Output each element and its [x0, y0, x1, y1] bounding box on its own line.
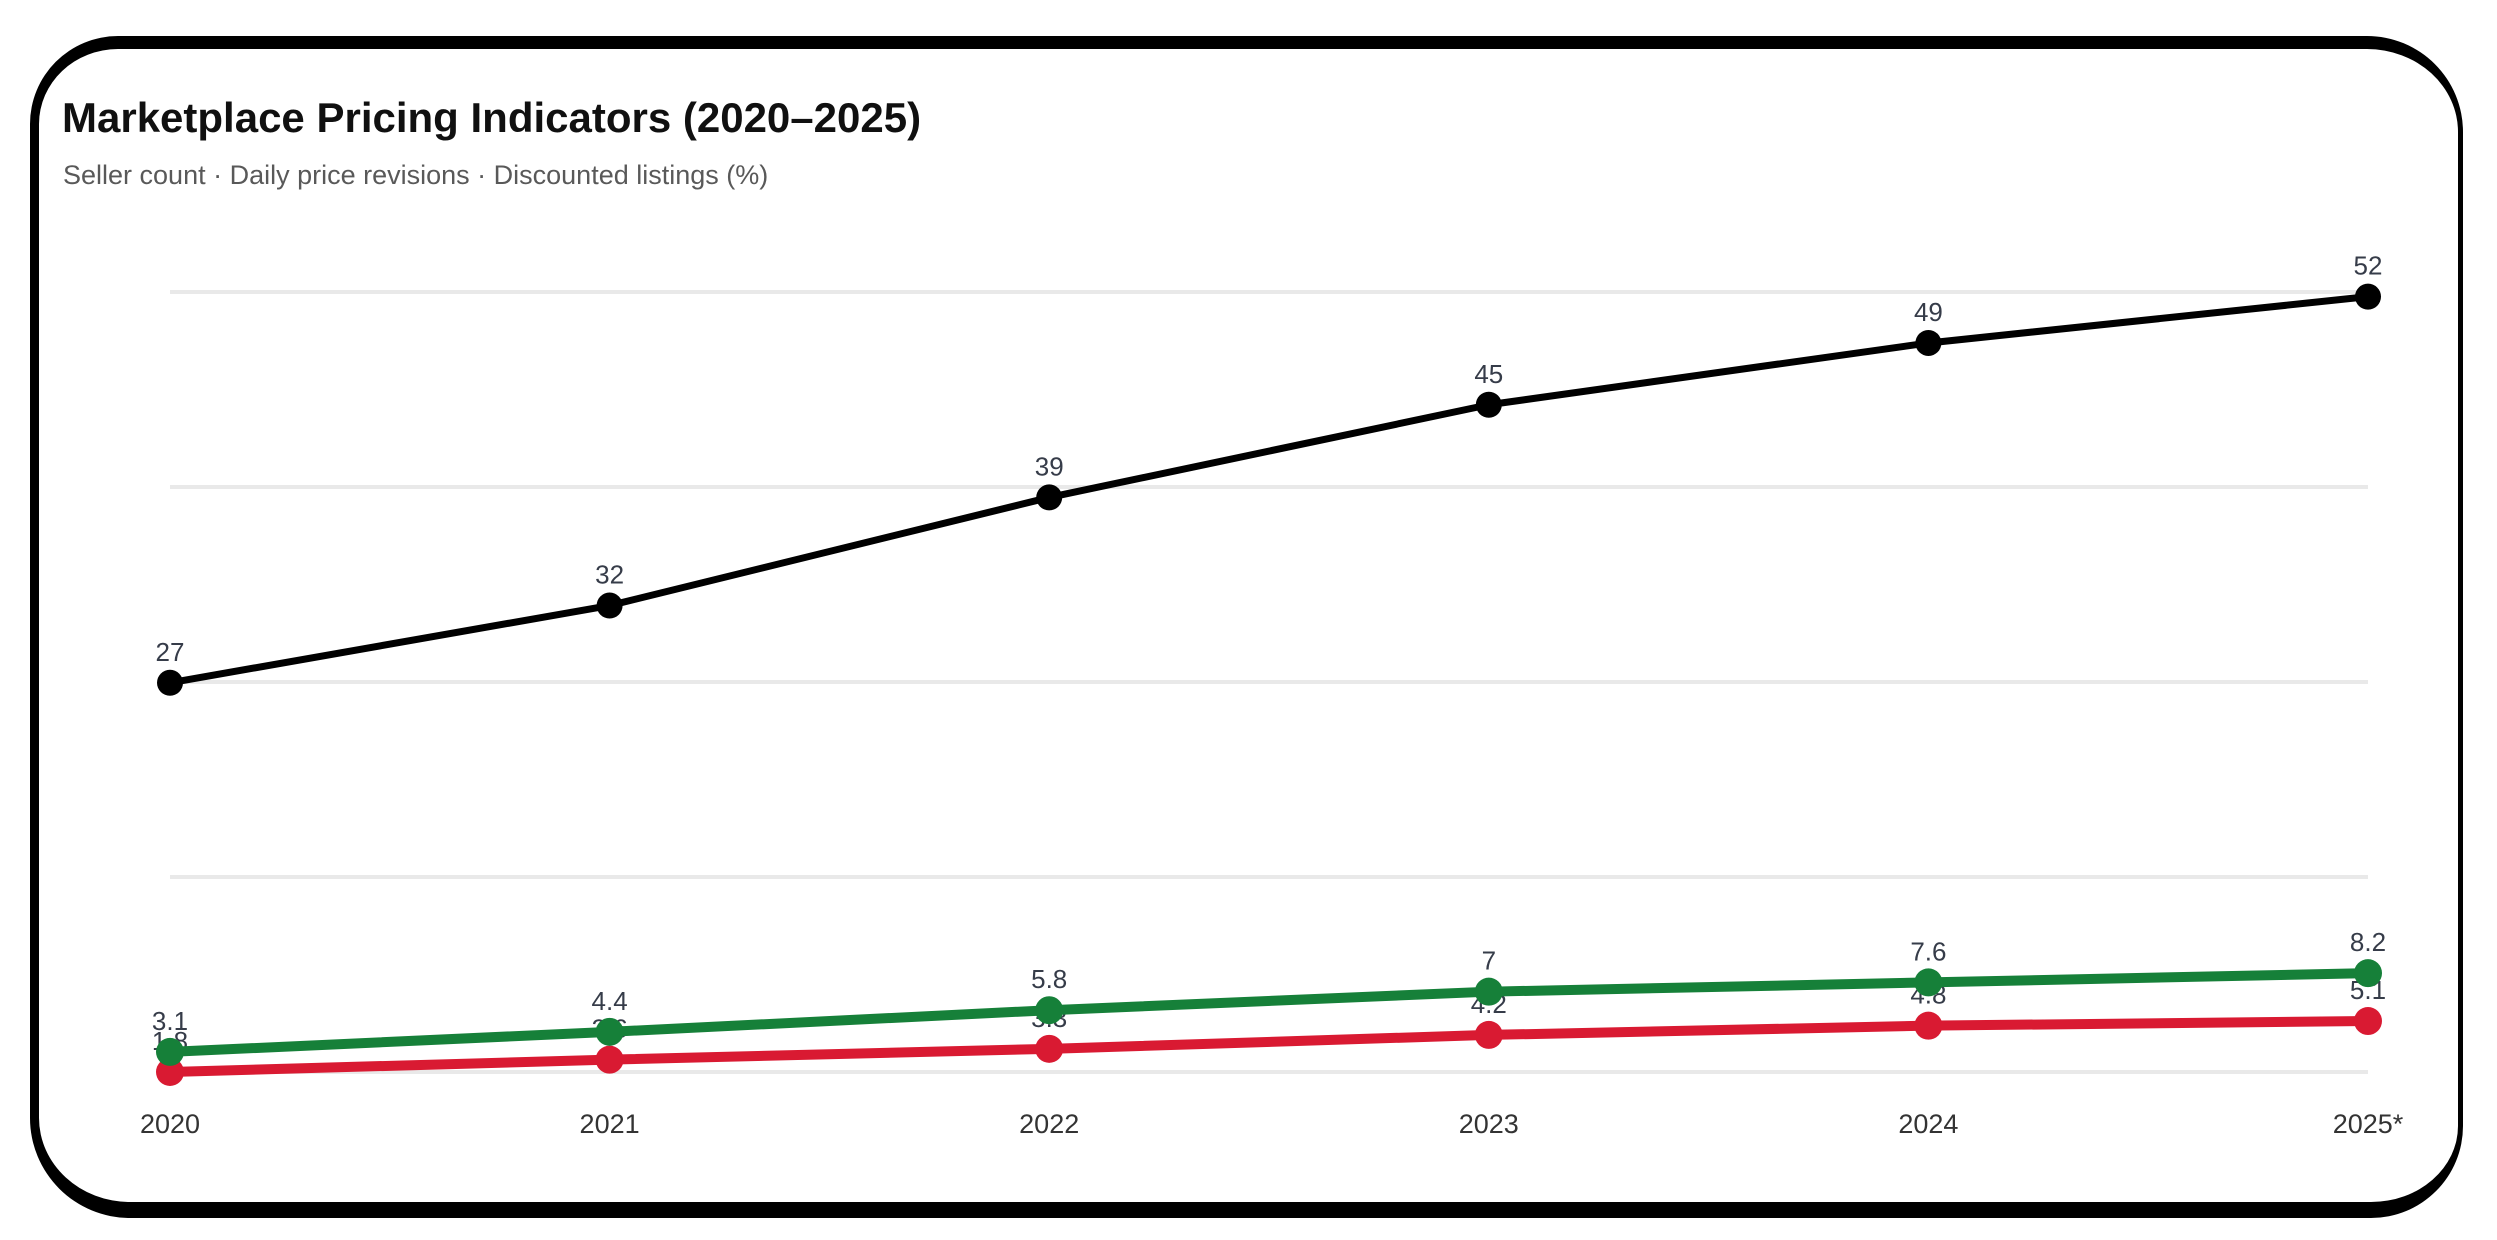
- data-point: [1915, 329, 1942, 356]
- x-tick-label: 2024: [1898, 1109, 1958, 1139]
- data-point: [1914, 1011, 1943, 1040]
- x-tick-label: 2020: [140, 1109, 200, 1139]
- value-label: 7.6: [1910, 936, 1946, 966]
- chart-title: Marketplace Pricing Indicators (2020–202…: [62, 94, 922, 141]
- value-label: 5.8: [1031, 964, 1067, 994]
- data-point: [1474, 977, 1503, 1006]
- data-point: [596, 592, 623, 619]
- chart-subtitle: Seller count · Daily price revisions · D…: [63, 160, 769, 190]
- x-tick-label: 2021: [580, 1109, 640, 1139]
- value-label: 3.1: [152, 1006, 188, 1036]
- data-point: [595, 1045, 624, 1074]
- data-point: [1035, 1034, 1064, 1063]
- series-line-discounted-listings-: [165, 968, 2373, 1057]
- series-line-seller-count: [166, 293, 2372, 687]
- data-point: [1475, 391, 1502, 418]
- series-line-daily-price-revisions: [165, 1016, 2373, 1077]
- x-tick-label: 2025*: [2333, 1109, 2404, 1139]
- data-point: [595, 1017, 624, 1046]
- x-tick-label: 2022: [1019, 1109, 1079, 1139]
- value-label: 32: [595, 560, 624, 590]
- value-label: 8.2: [2350, 927, 2386, 957]
- card-border: [30, 36, 2463, 1218]
- value-label: 7: [1482, 946, 1496, 976]
- value-label: 4.4: [592, 986, 628, 1016]
- data-point: [156, 1058, 184, 1086]
- data-point: [2354, 959, 2382, 988]
- value-label: 52: [2354, 251, 2383, 281]
- value-label: 49: [1914, 297, 1943, 327]
- x-tick-label: 2023: [1459, 1109, 1519, 1139]
- data-point: [1914, 968, 1943, 997]
- data-point: [156, 1037, 184, 1066]
- value-label: 45: [1474, 359, 1503, 389]
- data-point: [1474, 1020, 1503, 1049]
- value-label: 27: [156, 637, 185, 667]
- data-point: [1036, 484, 1063, 511]
- data-point: [1035, 996, 1064, 1025]
- data-point: [2355, 283, 2381, 310]
- value-label: 39: [1035, 451, 1064, 481]
- data-point: [157, 669, 183, 696]
- data-point: [2354, 1007, 2382, 1036]
